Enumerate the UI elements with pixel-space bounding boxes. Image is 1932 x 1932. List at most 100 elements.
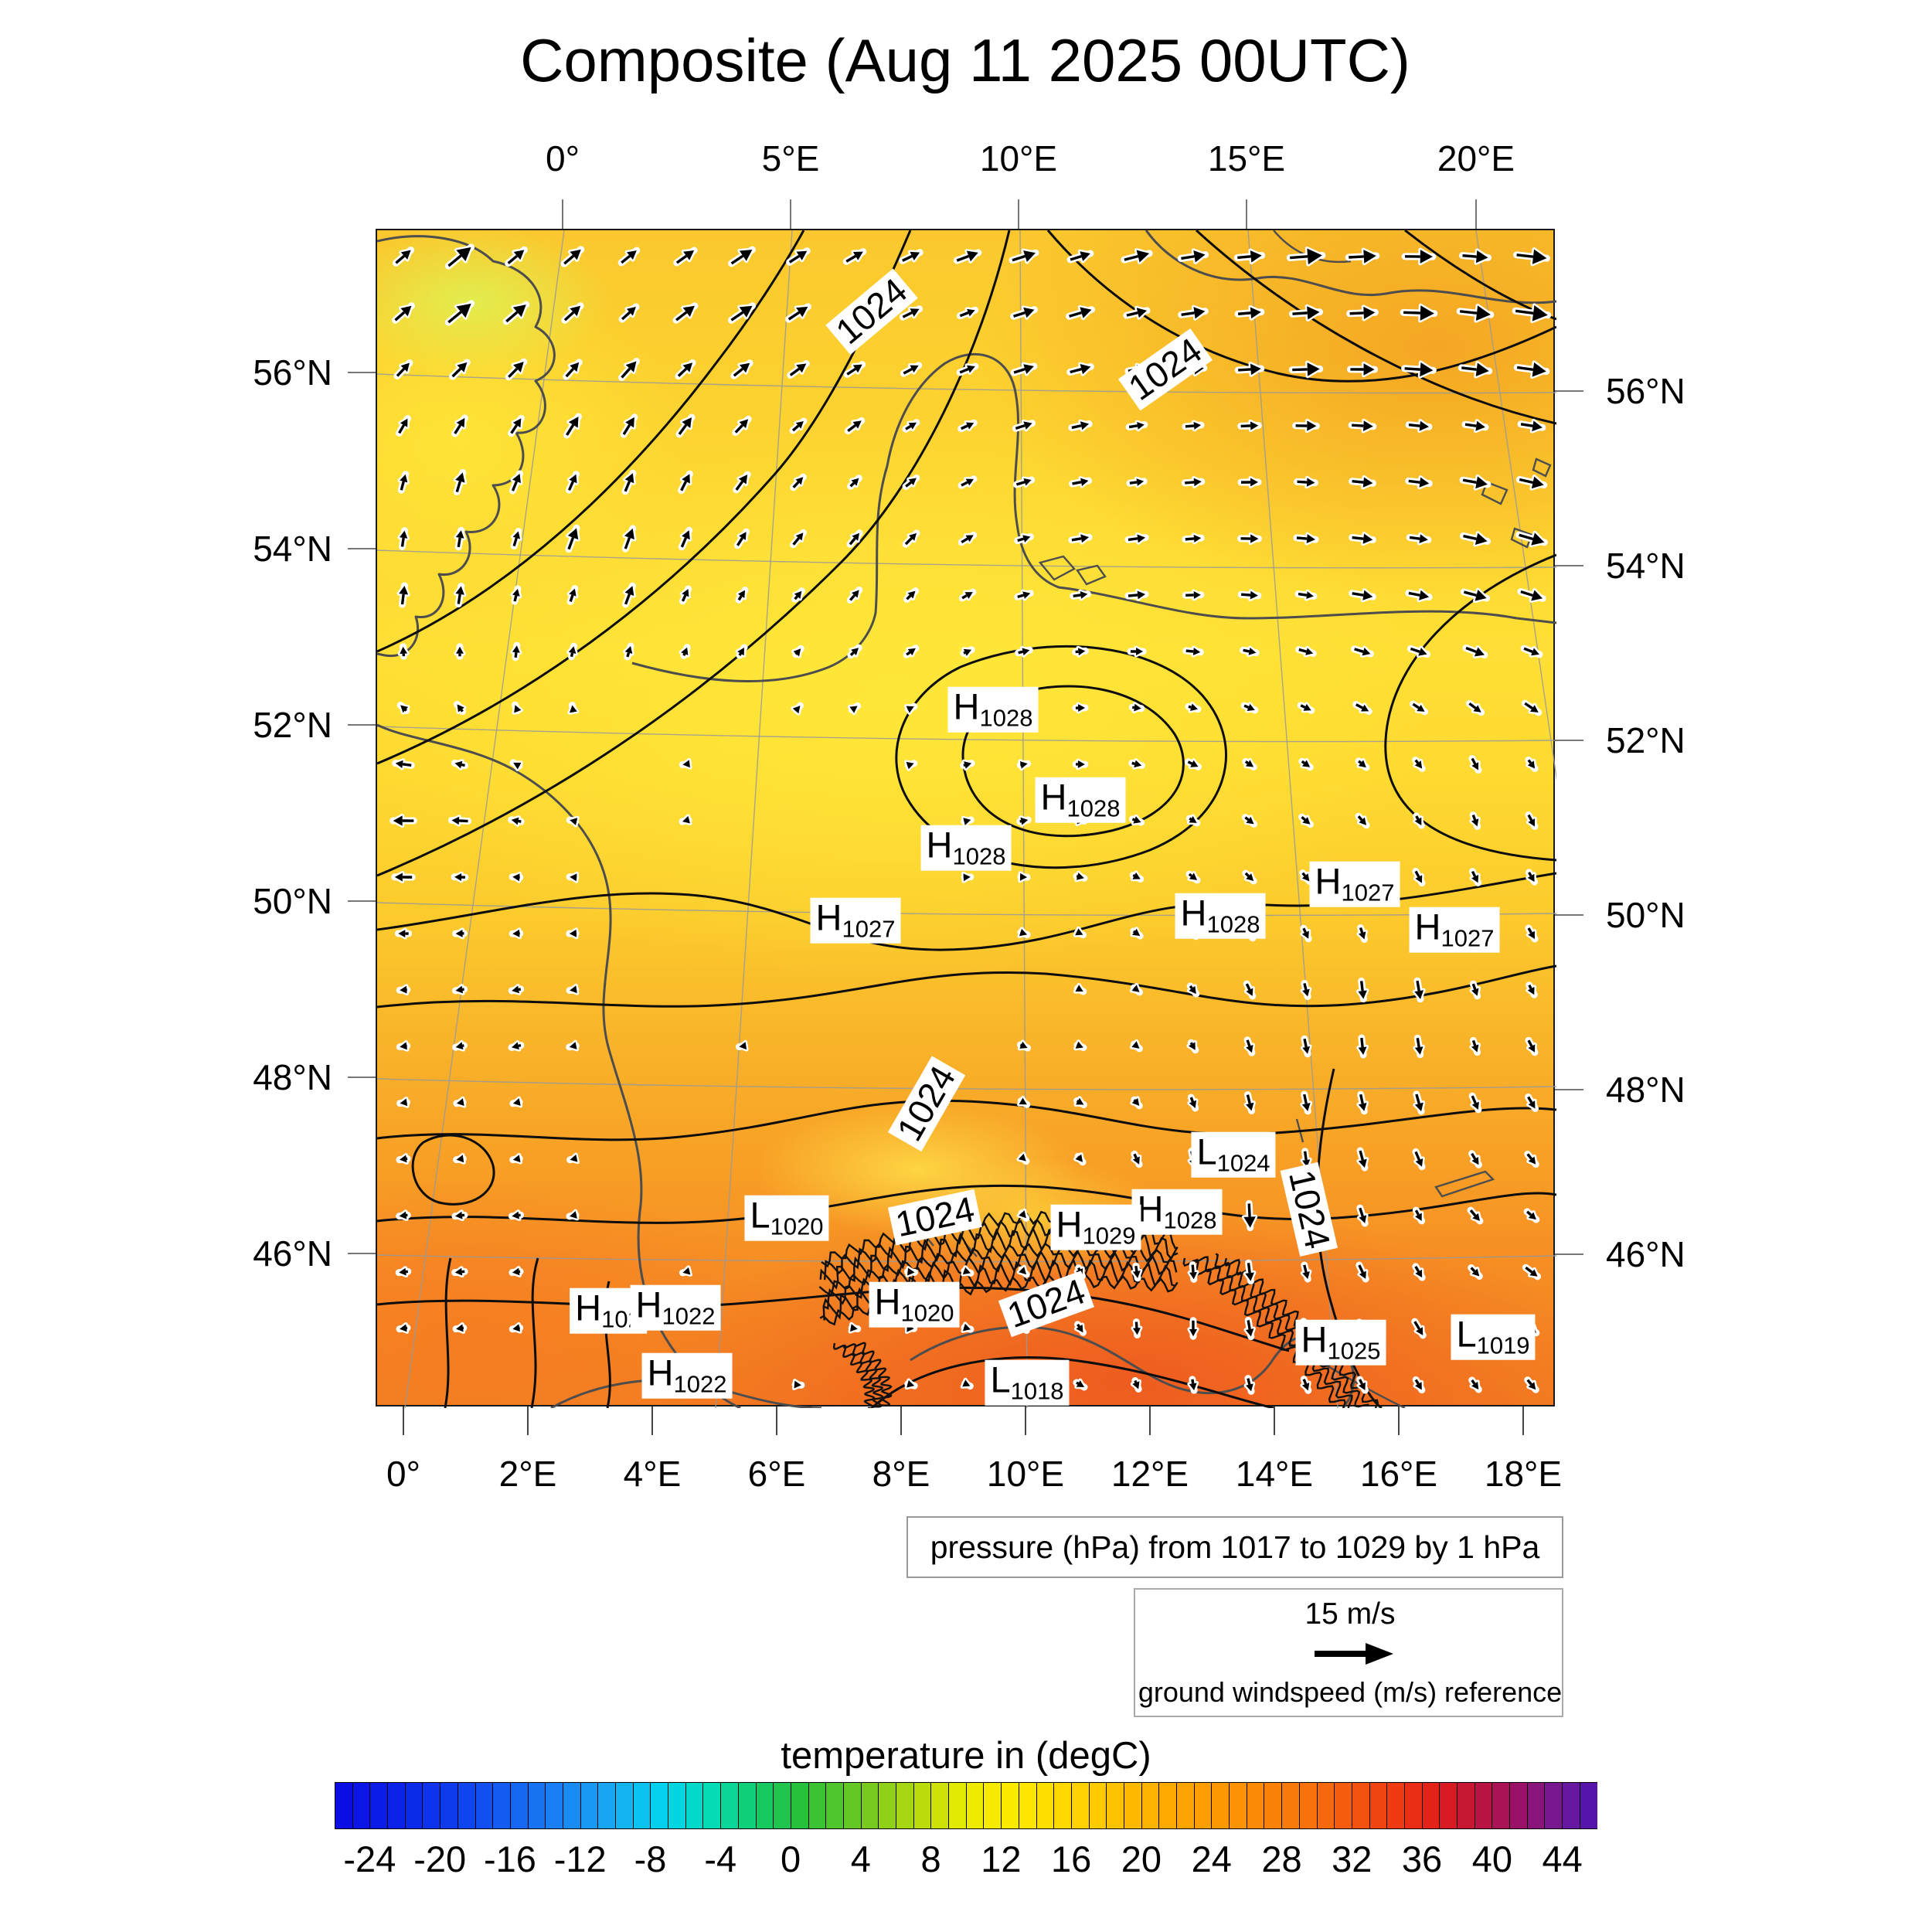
pressure-center-label: H1028 (1175, 893, 1266, 939)
pressure-center-label: H1022 (630, 1284, 721, 1331)
colorbar-cell (1141, 1783, 1160, 1828)
colorbar-tick-label: 8 (920, 1838, 941, 1879)
colorbar-cell (493, 1783, 511, 1828)
pressure-center-label: H1028 (920, 825, 1012, 871)
axis-tick-right (1555, 1253, 1583, 1255)
pressure-center-letter: L (750, 1194, 770, 1236)
colorbar-cell (546, 1783, 563, 1828)
colorbar-cell (1352, 1783, 1370, 1828)
pressure-center-letter: H (647, 1352, 674, 1393)
colorbar-cell (1335, 1783, 1352, 1828)
axis-tick-label-bottom: 12°E (1111, 1454, 1189, 1494)
axis-tick-label-top: 10°E (979, 138, 1058, 179)
colorbar-cell (685, 1783, 704, 1828)
pressure-center-label: H1022 (641, 1352, 733, 1399)
axis-tick-bottom (1274, 1406, 1275, 1435)
colorbar-cell (1107, 1783, 1124, 1828)
colorbar-tick-label: -20 (413, 1838, 467, 1879)
pressure-center-value: 1028 (979, 704, 1033, 732)
pressure-center-label: H1027 (1409, 906, 1500, 953)
colorbar-cell (949, 1783, 967, 1828)
colorbar-cell (879, 1783, 896, 1828)
colorbar-cell (913, 1783, 932, 1828)
pressure-center-value: 1028 (1206, 910, 1260, 938)
pressure-center-value: 1024 (1216, 1149, 1270, 1177)
colorbar-tick-label: 16 (1051, 1838, 1092, 1879)
pressure-center-label: H1025 (1295, 1319, 1386, 1366)
page-title: Composite (Aug 11 2025 00UTC) (520, 26, 1410, 94)
pressure-center-label: H1027 (810, 896, 901, 944)
pressure-center-letter: L (1196, 1131, 1217, 1172)
axis-tick-label-right: 50°N (1606, 895, 1685, 935)
pressure-center-value: 1022 (662, 1302, 716, 1330)
colorbar-cell (738, 1783, 757, 1828)
colorbar-cell (1580, 1783, 1597, 1828)
colorbar-tick-label: 32 (1332, 1838, 1372, 1879)
colorbar-tick-label: -8 (634, 1838, 667, 1879)
pressure-center-label: L1018 (985, 1359, 1070, 1406)
pressure-center-value: 1028 (952, 842, 1006, 870)
pressure-center-letter: H (815, 896, 842, 938)
colorbar-cell (1124, 1783, 1142, 1828)
pressure-center-value: 1027 (842, 915, 896, 943)
colorbar-cell (598, 1783, 616, 1828)
pressure-center-value: 1028 (1163, 1206, 1217, 1234)
axis-tick-bottom (1522, 1406, 1524, 1435)
axis-tick-left (348, 1077, 376, 1078)
pressure-center-value: 1029 (1082, 1222, 1136, 1250)
colorbar-cell (1089, 1783, 1107, 1828)
colorbar-cell (1071, 1783, 1090, 1828)
colorbar-cell (1247, 1783, 1265, 1828)
colorbar-tick-label: 4 (850, 1838, 871, 1879)
pressure-center-label: H1028 (1131, 1188, 1223, 1235)
colorbar-tick-label: 44 (1542, 1838, 1583, 1879)
axis-tick-bottom (1398, 1406, 1400, 1435)
colorbar-tick-label: 24 (1191, 1838, 1232, 1879)
colorbar-cell (616, 1783, 634, 1828)
pressure-center-label: H1027 (1309, 861, 1400, 907)
axis-tick-left (348, 724, 376, 726)
wind-reference-speed: 15 m/s (1304, 1597, 1396, 1631)
pressure-legend-text: pressure (hPa) from 1017 to 1029 by 1 hP… (930, 1529, 1540, 1565)
colorbar-cell (423, 1783, 441, 1828)
axis-tick-bottom (651, 1406, 653, 1435)
pressure-center-label: H1028 (947, 685, 1039, 733)
pressure-center-letter: L (990, 1359, 1011, 1400)
colorbar-cell (405, 1783, 423, 1828)
axis-tick-label-left: 54°N (253, 529, 332, 569)
axis-tick-bottom (1149, 1406, 1151, 1435)
axis-tick-label-left: 46°N (253, 1233, 332, 1274)
colorbar-cell (896, 1783, 914, 1828)
axis-tick-top (1246, 199, 1247, 229)
colorbar-tick-label: 36 (1401, 1838, 1443, 1879)
colorbar-cell (651, 1783, 669, 1828)
pressure-center-value: 1020 (770, 1213, 824, 1240)
colorbar-cell (1177, 1783, 1195, 1828)
wind-reference-legend: 15 m/s ground windspeed (m/s) reference (1134, 1588, 1563, 1717)
pressure-center-label: H1028 (1035, 777, 1126, 823)
colorbar-cell (984, 1783, 1002, 1828)
axis-tick-bottom (527, 1406, 529, 1435)
axis-tick-label-bottom: 2°E (498, 1454, 557, 1494)
colorbar-title: temperature in (degC) (781, 1735, 1151, 1777)
pressure-center-value: 1028 (1066, 794, 1121, 822)
axis-tick-label-left: 50°N (253, 881, 332, 921)
colorbar-tick-label: 28 (1261, 1838, 1302, 1879)
colorbar-cell (352, 1783, 371, 1828)
wind-reference-caption: ground windspeed (m/s) reference (1138, 1676, 1563, 1708)
colorbar-tick-label: 40 (1471, 1838, 1512, 1879)
axis-tick-label-bottom: 18°E (1484, 1454, 1563, 1494)
pressure-legend: pressure (hPa) from 1017 to 1029 by 1 hP… (906, 1516, 1563, 1578)
colorbar-cell (791, 1783, 809, 1828)
colorbar-cell (668, 1783, 686, 1828)
colorbar-cell (510, 1783, 529, 1828)
colorbar-cell (633, 1783, 651, 1828)
axis-tick-label-top: 0° (546, 138, 580, 179)
pressure-center-letter: H (1137, 1188, 1164, 1230)
colorbar-cell (808, 1783, 827, 1828)
wind-reference-arrow-icon (1315, 1643, 1393, 1665)
axis-tick-label-bottom: 14°E (1235, 1454, 1314, 1494)
colorbar-cell (756, 1783, 774, 1828)
colorbar-cell (457, 1783, 476, 1828)
pressure-center-letter: H (953, 685, 980, 727)
